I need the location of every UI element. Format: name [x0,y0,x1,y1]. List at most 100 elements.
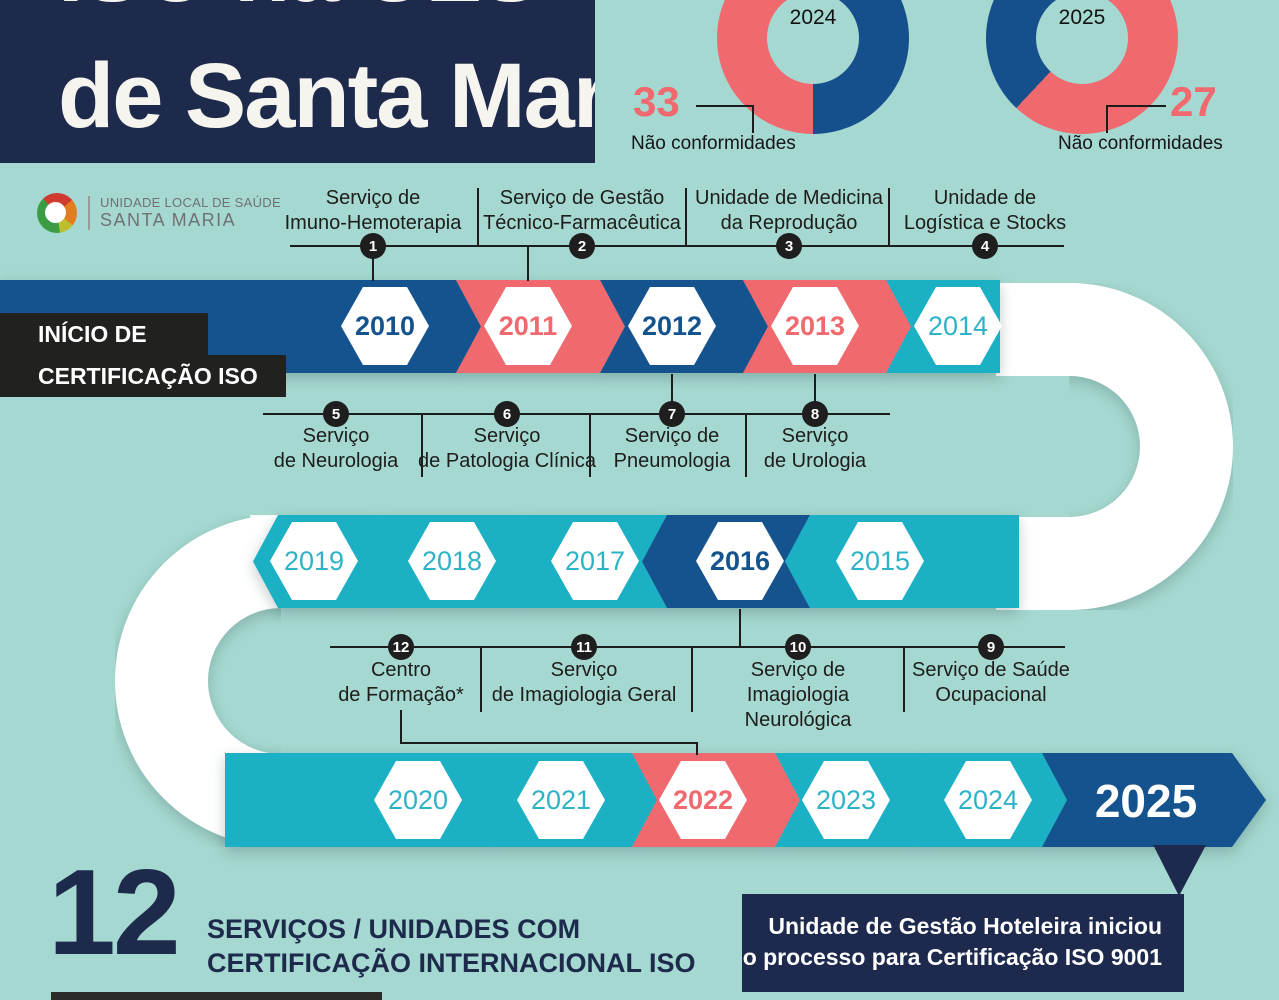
service-label: Serviço de Gestão Técnico-Farmacêutica [482,186,682,236]
service-number: 11 [576,638,592,656]
callout-box: Unidade de Gestão Hoteleira iniciou o pr… [742,894,1184,992]
service-label-line: de Imagiologia Geral [491,684,677,706]
year-label: 2012 [641,310,703,341]
year-hexagon: 2012 [628,287,716,365]
divider-line [480,646,482,712]
nonconformities-label: Não conformidades [631,133,796,154]
year-hexagon: 2014 [914,287,1002,365]
service-label-line: Serviço de Saúde [912,659,1070,681]
donut-chart-2025: 2025 [986,0,1178,134]
year-label: 2017 [564,545,626,576]
year-label: 2021 [530,784,592,815]
service-number: 10 [789,638,807,656]
service-number: 9 [986,638,996,656]
nonconformities-label: Não conformidades [1058,133,1223,154]
divider-line [745,413,747,477]
callout-line2: o processo para Certificação ISO 9001 [742,944,1162,970]
year-hexagon: 2015 [836,522,924,600]
service-number-badge: 9 [978,634,1004,660]
service-number: 3 [784,237,794,255]
connector-line [696,742,698,755]
service-label-line: de Formação* [338,684,464,706]
year-label: 2016 [709,545,771,576]
service-number-badge: 4 [972,233,998,259]
donut-chart-2024: 2024 [717,0,909,134]
year-hexagon: 2024 [944,761,1032,839]
service-label-line: de Urologia [763,450,867,472]
connector-line [330,646,1065,648]
service-label-line: de Patologia Clínica [418,450,596,472]
service-label: Serviço de Imuno-Hemoterapia [273,186,473,236]
year-label: 2018 [421,545,483,576]
service-number: 2 [577,237,587,255]
service-number-badge: 7 [659,401,685,427]
service-number: 6 [502,405,512,423]
connector-line [671,374,673,414]
service-label: Serviço de Imagiologia Neurológica [698,658,898,733]
service-number: 4 [980,237,990,255]
service-number: 12 [392,638,410,656]
service-label-line: Serviço [550,659,618,681]
service-number: 8 [810,405,820,423]
service-number-badge: 2 [569,233,595,259]
service-label-line: Centro [370,659,432,681]
service-label: Unidade de Logística e Stocks [885,186,1085,236]
footnote-bar [51,992,382,1000]
service-label: Serviço de Saúde Ocupacional [891,658,1091,708]
service-label-line: Serviço de Imagiologia [746,659,850,706]
service-number-badge: 12 [388,634,414,660]
service-label-line: Serviço [781,425,849,447]
nonconformities-value: 27 [1170,78,1217,125]
year-label-2025: 2025 [1094,775,1198,827]
service-label-line: da Reprodução [720,212,858,234]
service-label: Serviço de Pneumologia [572,424,772,474]
year-label: 2014 [927,310,989,341]
uls-logo-icon [37,193,77,233]
service-label-line: de Neurologia [273,450,399,472]
service-number-badge: 11 [571,634,597,660]
service-label: Centro de Formação* [301,658,501,708]
nonconformities-value: 33 [633,78,680,125]
service-label-line: Técnico-Farmacêutica [483,212,681,234]
service-number-badge: 1 [360,233,386,259]
divider-line [685,188,687,247]
donut-hole [1036,0,1128,84]
connector-line [400,710,402,744]
year-label: 2010 [354,310,416,341]
service-number-badge: 10 [785,634,811,660]
service-label: Serviço de Imagiologia Geral [484,658,684,708]
service-label-line: Imuno-Hemoterapia [284,212,462,234]
year-label: 2024 [957,784,1019,815]
snake-strip-right-top [996,283,1074,376]
service-label: Unidade de Medicina da Reprodução [689,186,889,236]
divider-line [589,413,591,477]
year-label: 2020 [387,784,449,815]
year-label: 2013 [784,310,846,341]
service-label-line: Serviço de [325,187,421,209]
service-label-line: Logística e Stocks [903,212,1067,234]
connector-line [372,246,374,281]
divider-line [421,413,423,477]
callout-line [696,105,754,107]
year-hexagon: 2013 [771,287,859,365]
service-label-line: Ocupacional [935,684,1047,706]
service-label-line: Serviço [302,425,370,447]
logo-divider [88,196,90,230]
year-label: 2019 [283,545,345,576]
service-number: 5 [331,405,341,423]
connector-line [263,413,890,415]
logo-text-line2: SANTA MARIA [100,210,237,230]
summary-caption-line1: SERVIÇOS / UNIDADES COM [207,914,581,944]
year-hexagon: 2021 [517,761,605,839]
callout-pointer [1153,845,1206,896]
summary-caption: SERVIÇOS / UNIDADES COM CERTIFICAÇÃO INT… [207,912,696,980]
service-label-line: Serviço de Gestão [499,187,665,209]
connector-line [290,245,1064,247]
service-number-badge: 8 [802,401,828,427]
service-label-line: Unidade de Medicina [695,187,883,209]
service-label-line: Serviço [473,425,541,447]
year-hexagon: 2023 [802,761,890,839]
divider-line [477,188,479,247]
service-label: Serviço de Neurologia [236,424,436,474]
